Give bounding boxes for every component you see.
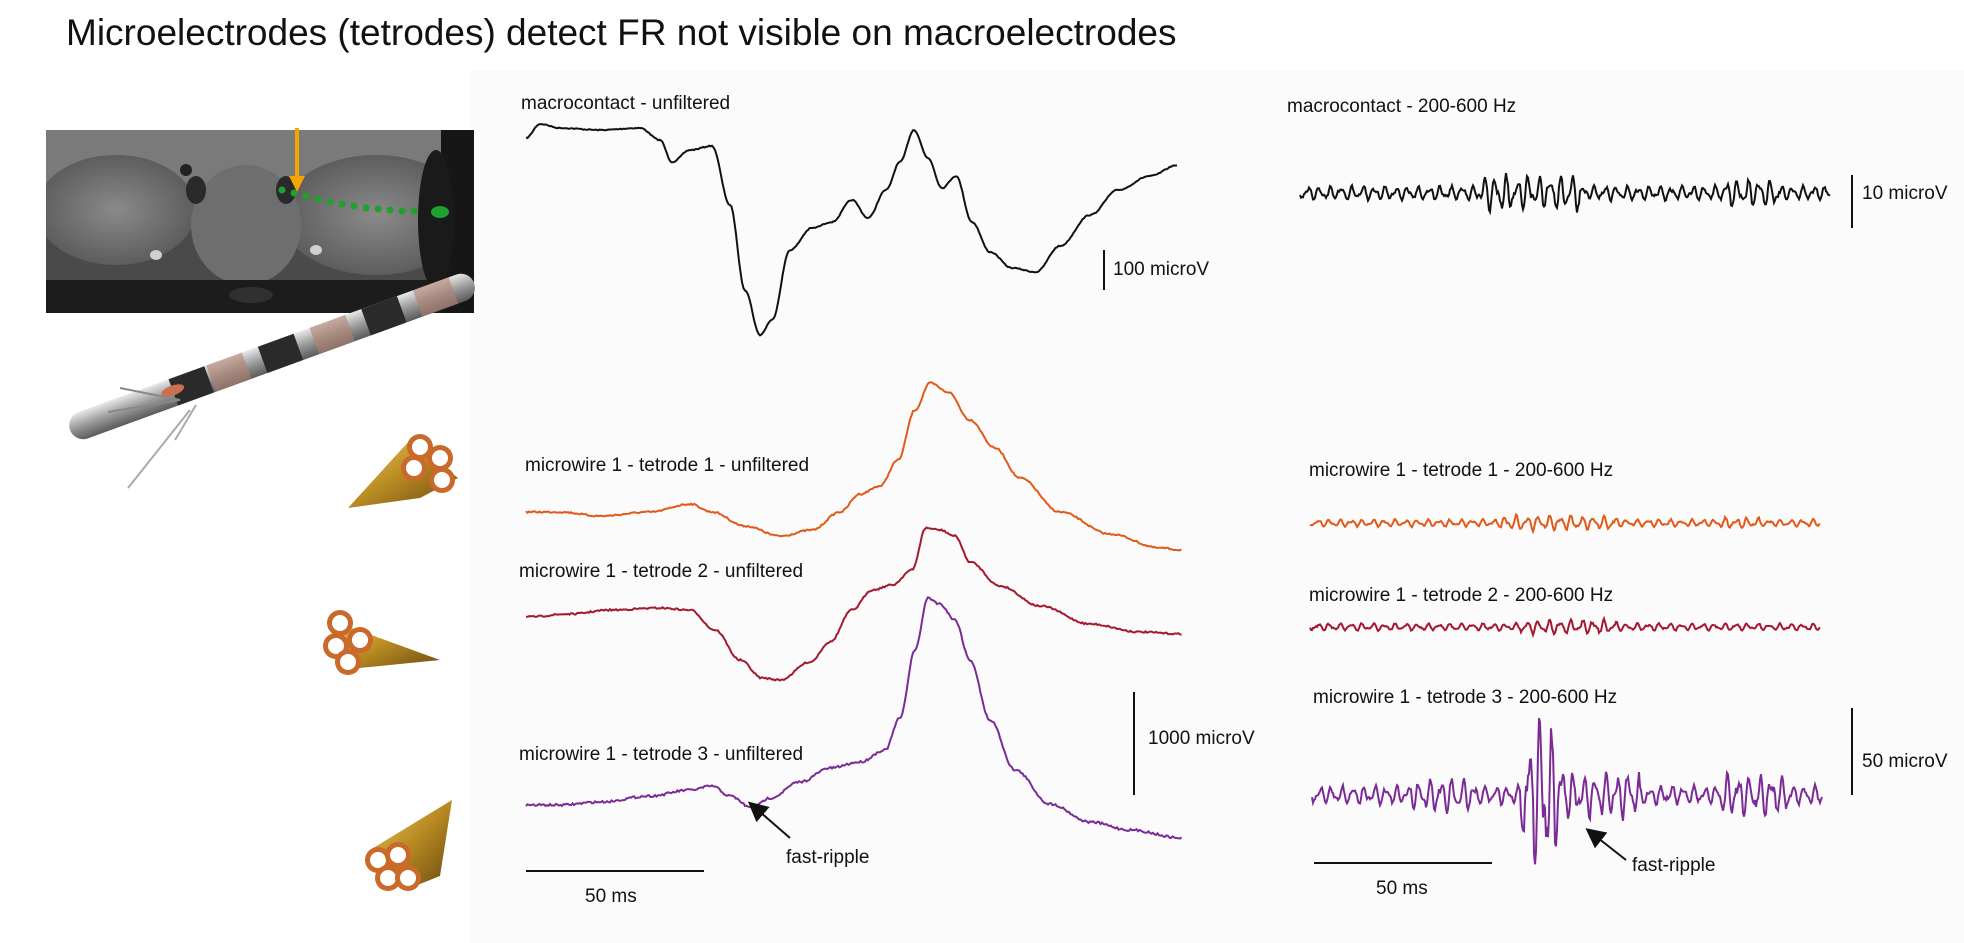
label-t3-filtered: microwire 1 - tetrode 3 - 200-600 Hz [1313,687,1618,708]
timebar-label-left: 50 ms [585,886,637,907]
scalebar-label-macro-unfiltered: 100 microV [1113,259,1210,280]
electrode-trajectory [278,186,449,218]
figure-title: Microelectrodes (tetrodes) detect FR not… [66,12,1177,53]
scalebar-label-macro-filtered: 10 microV [1862,183,1948,204]
label-t1-unfiltered: microwire 1 - tetrode 1 - unfiltered [525,455,810,476]
mri-coronal-image [46,130,474,313]
tetrode-1-unfiltered-trace [525,381,1182,552]
scalebar-label-micro-filtered: 50 microV [1862,751,1948,772]
label-t2-unfiltered: microwire 1 - tetrode 2 - unfiltered [519,561,804,582]
tetrode-3-filtered-trace [1311,717,1823,865]
timebar-label-right: 50 ms [1376,878,1428,899]
tetrode-3-unfiltered-trace [525,596,1183,840]
macro-filtered-trace [1299,172,1831,216]
tetrode-2-filtered-trace [1309,615,1821,639]
tetrode-2-unfiltered-trace [526,526,1182,682]
fast-ripple-label-left: fast-ripple [786,847,870,868]
tetrode-1-icon [348,434,458,508]
tetrode-1-filtered-trace [1309,512,1821,535]
scalebar-label-micro-unfiltered: 1000 microV [1148,728,1255,749]
fast-ripple-label-right: fast-ripple [1632,855,1716,876]
tetrode-2-icon [323,610,440,675]
label-t2-filtered: microwire 1 - tetrode 2 - 200-600 Hz [1309,585,1614,606]
label-macro-filtered: macrocontact - 200-600 Hz [1287,96,1517,117]
label-macro-unfiltered: macrocontact - unfiltered [521,93,731,114]
traces-panel-background [470,70,1964,943]
depth-electrode-illustration [69,273,475,489]
label-t3-unfiltered: microwire 1 - tetrode 3 - unfiltered [519,744,804,765]
fast-ripple-arrow-right [1585,828,1627,861]
label-t1-filtered: microwire 1 - tetrode 1 - 200-600 Hz [1309,460,1614,481]
tetrode-3-icon [365,800,452,891]
macro-unfiltered-trace [525,123,1178,337]
target-arrow-icon [289,128,305,192]
fast-ripple-arrow-left [747,801,791,839]
